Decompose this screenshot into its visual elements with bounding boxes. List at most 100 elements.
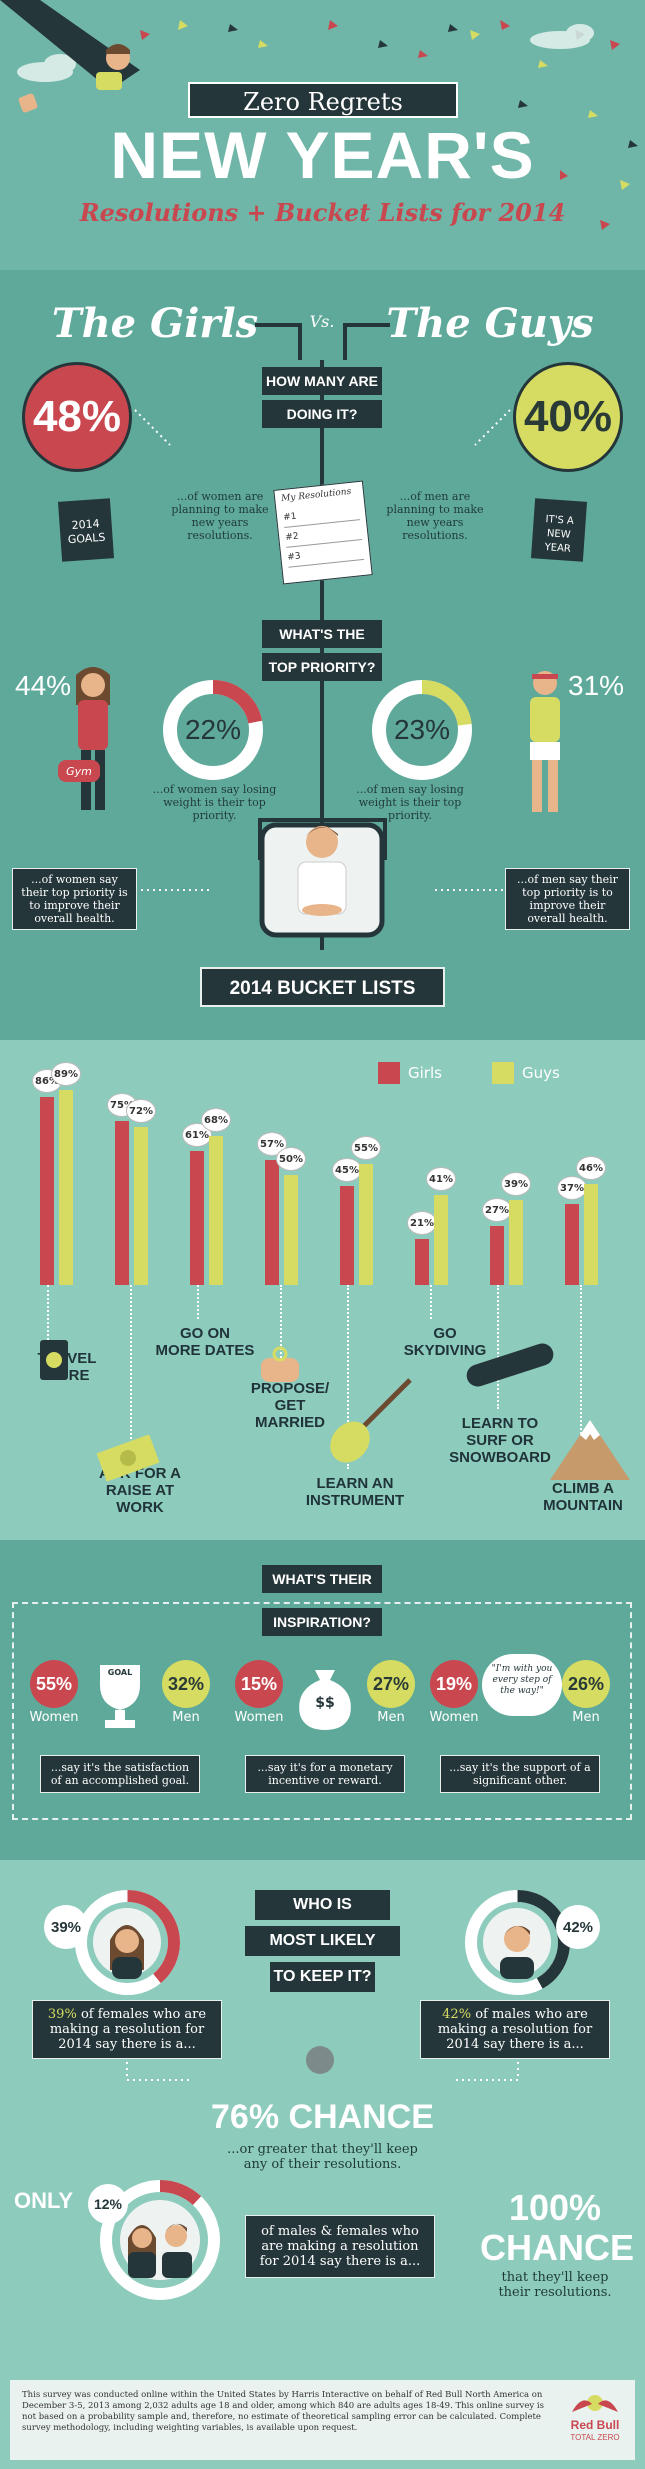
vs-label: Vs. [309, 312, 335, 331]
female-keep-text: 39% of females who are making a resoluti… [32, 2000, 222, 2059]
money-men-label: Men [377, 1710, 405, 1725]
trophy-icon [100, 1665, 140, 1728]
keep-it-section: WHO IS MOST LIKELY TO KEEP IT? 39% 42% 3… [0, 1860, 645, 2380]
bucket-label-7-l3: SNOWBOARD [449, 1449, 551, 1466]
bar-guys-1 [59, 1090, 73, 1285]
bucket-title: 2014 BUCKET LISTS [200, 967, 445, 1007]
ring-hand-icon [261, 1346, 299, 1382]
support-men-pct: 26% [562, 1660, 610, 1708]
bucket-label-3-l2: MORE DATES [155, 1342, 255, 1359]
bar-guys-5 [359, 1164, 373, 1285]
money-women-pct: 15% [235, 1660, 283, 1708]
men-weight-pct: 23% [393, 714, 451, 745]
bar-label-guys-7: 39% [501, 1171, 531, 1196]
bar-label-girls-7: 27% [482, 1197, 512, 1222]
inspiration-section: WHAT'S THEIR INSPIRATION? 55% Women GOAL… [0, 1540, 645, 1860]
bar-connector-8 [580, 1285, 582, 1474]
bucket-label-5: LEARN AN INSTRUMENT [300, 1475, 410, 1509]
brand-name: Red Bull [570, 2418, 620, 2432]
girls-heading: The Girls [51, 300, 259, 347]
men-health-pct: 31% [568, 670, 625, 701]
q3-line2: INSPIRATION? [262, 1608, 382, 1636]
woman-gym-illustration [58, 667, 110, 810]
money-bag-label: $$ [315, 1695, 335, 1711]
keep-connectors [126, 2046, 519, 2081]
men-health-text: ...of men say their top priority is to i… [505, 868, 630, 930]
legend-girls-swatch [378, 1062, 400, 1084]
only-pct: 12% [88, 2184, 128, 2224]
goal-men-pct: 32% [162, 1660, 210, 1708]
inspiration-money: 15% Women $$ 27% Men ...say it's for a m… [235, 1660, 415, 1820]
q3-line1: WHAT'S THEIR [262, 1565, 382, 1593]
women-weight-donut [163, 680, 263, 780]
bar-label-guys-3: 68% [201, 1108, 231, 1132]
header-title: NEW YEAR'S [110, 118, 535, 192]
male-keep-text-pct: 42% [442, 2007, 472, 2022]
support-women-pct: 19% [430, 1660, 478, 1708]
confetti-decoration [17, 20, 638, 230]
bar-connector-7 [497, 1285, 499, 1409]
q1-line1: HOW MANY ARE [262, 367, 382, 395]
women-health-text: ...of women say their top priority is to… [12, 868, 137, 930]
male-avatar [483, 1908, 551, 1979]
bar-label-guys-2: 72% [126, 1099, 156, 1124]
bucket-label-8: CLIMB A MOUNTAIN [528, 1480, 638, 1514]
footer: This survey was conducted online within … [0, 2380, 645, 2469]
bar-guys-3 [209, 1136, 223, 1285]
how-many-section: The Girls Vs. The Guys HOW MANY ARE DOIN… [0, 270, 645, 620]
goal-trophy-label: GOAL [107, 1668, 133, 1677]
chance-100-text: that they'll keep their resolutions. [498, 2270, 612, 2300]
bucket-label-7-l1: LEARN TO [461, 1415, 539, 1432]
bucket-chart-section: Girls Guys 86%89%TRAVELMORE75%72%ASK FOR… [0, 1040, 645, 1540]
couple-donut [100, 2180, 220, 2300]
men-doing-text: ...of men are planning to make new years… [386, 490, 484, 542]
legend-guys-swatch [492, 1062, 514, 1084]
bucket-label-4-l1: PROPOSE/ [250, 1380, 330, 1397]
men-weight-text: ...of men say losing weight is their top… [356, 783, 464, 822]
bucket-label-3-l1: GO ON [179, 1325, 230, 1342]
bar-label-guys-5: 55% [351, 1136, 381, 1161]
q4-line3: TO KEEP IT? [270, 1962, 375, 1992]
donutF-arc [75, 1890, 180, 1995]
male-keep-text-body: of males who are making a resolution for… [437, 2007, 593, 2052]
support-men-label: Men [572, 1710, 600, 1725]
bucket-label-8-l2: MOUNTAIN [543, 1497, 623, 1514]
bar-connector-2 [130, 1285, 132, 1459]
priority-section: WHAT'S THE TOP PRIORITY? 44% 31% Gym 22%… [0, 620, 645, 950]
bar-connector-6 [430, 1285, 432, 1319]
legend-girls-label: Girls [408, 1064, 442, 1082]
bar-label-guys-4: 50% [276, 1147, 306, 1172]
men-doing-pct: 40% [513, 362, 623, 472]
q2-line2: TOP PRIORITY? [262, 653, 382, 681]
bar-guys-4 [284, 1175, 298, 1285]
both-keep-text: of males & females who are making a reso… [245, 2215, 435, 2278]
bar-girls-2 [115, 1120, 129, 1285]
snowboard-icon [466, 1343, 554, 1387]
women-doing-text: ...of women are planning to make new yea… [171, 490, 269, 542]
donutW-arc [163, 680, 263, 780]
only-label: ONLY [14, 2188, 74, 2213]
bucket-banner-band: 2014 BUCKET LISTS [0, 950, 645, 1040]
goal-women-pct: 55% [30, 1660, 78, 1708]
bar-girls-8 [565, 1203, 579, 1285]
man-runner-illustration [530, 671, 560, 812]
bar-label-girls-3: 61% [182, 1123, 212, 1148]
money-bag-icon [299, 1670, 351, 1730]
resolution-note: My Resolutions #1 #2 #3 [273, 480, 373, 585]
passport-icon [40, 1340, 68, 1380]
bucket-label-6-l2: SKYDIVING [403, 1342, 487, 1359]
skydiver-illustration [0, 0, 140, 113]
bucket-label-6: GO SKYDIVING [390, 1325, 500, 1359]
bar-connector-4 [280, 1285, 282, 1374]
money-men-pct: 27% [367, 1660, 415, 1708]
women-goals-book: 2014 GOALS [57, 498, 115, 562]
bar-girls-6 [415, 1238, 429, 1285]
money-text: ...say it's for a monetary incentive or … [245, 1755, 405, 1793]
bar-connector-3 [197, 1285, 199, 1319]
bar-guys-6 [434, 1195, 448, 1285]
female-keep-pct: 39% [44, 1905, 88, 1949]
men-weight-donut [372, 680, 472, 780]
chance-76: 76% CHANCE [211, 2098, 434, 2136]
